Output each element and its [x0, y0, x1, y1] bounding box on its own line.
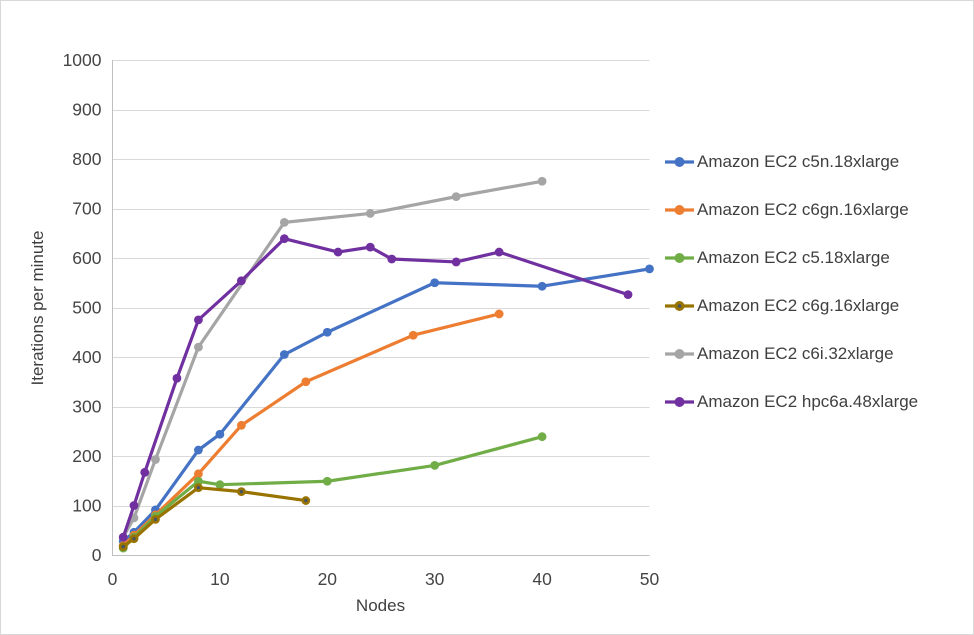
series-marker: [279, 234, 289, 244]
x-tick-label: 40: [532, 569, 552, 589]
legend-label: Amazon EC2 c5n.18xlarge: [697, 152, 900, 171]
series-marker: [194, 469, 203, 479]
legend-series-glyph: [665, 157, 694, 167]
y-tick-label: 900: [72, 100, 101, 120]
series-marker: [236, 420, 246, 430]
series-marker-dot: [121, 544, 125, 549]
x-tick-label: 30: [425, 569, 445, 589]
legend-item: Amazon EC2 c5n.18xlarge: [664, 138, 918, 186]
legend-label: Amazon EC2 c6g.16xlarge: [697, 296, 900, 315]
y-tick-label: 0: [92, 545, 102, 565]
series-line: [121, 267, 652, 543]
series-marker: [537, 176, 547, 186]
series-marker: [430, 278, 440, 288]
legend-label: Amazon EC2 hpc6a.48xlarge: [697, 392, 919, 411]
legend-series-glyph: [665, 253, 694, 263]
series-marker-dot: [239, 489, 244, 494]
series-marker: [333, 247, 343, 257]
legend-label: Amazon EC2 c5.18xlarge: [697, 248, 890, 267]
series-marker: [140, 467, 150, 477]
series-marker: [151, 455, 160, 464]
legend-label: Amazon EC2 c6gn.16xlarge: [697, 200, 909, 219]
legend-label: Amazon EC2 c6i.32xlarge: [697, 344, 894, 363]
series-marker: [194, 315, 203, 325]
series-marker: [118, 532, 128, 542]
series-marker: [194, 342, 203, 352]
series-marker: [215, 480, 225, 490]
y-tick-label: 400: [72, 347, 101, 367]
series-line: [121, 435, 544, 550]
series-marker: [194, 476, 203, 486]
series-marker: [322, 327, 332, 337]
series-marker: [623, 290, 633, 300]
x-tick-label: 0: [108, 569, 118, 589]
y-tick-label: 700: [72, 199, 101, 219]
y-tick-label: 600: [72, 248, 101, 268]
x-tick-label: 10: [210, 569, 230, 589]
series-marker: [129, 501, 139, 510]
y-tick-label: 100: [72, 496, 101, 516]
series-marker: [537, 281, 547, 291]
y-tick-label: 800: [72, 149, 101, 169]
x-tick-label: 50: [640, 569, 660, 589]
series-marker: [322, 476, 332, 486]
series-marker: [215, 429, 225, 439]
series-marker-dot: [196, 485, 201, 490]
y-tick-label: 200: [72, 446, 101, 466]
legend-item: Amazon EC2 c5.18xlarge: [664, 234, 918, 282]
legend-series-glyph: [665, 205, 694, 215]
series-marker-dot: [132, 536, 136, 541]
series-line: [121, 312, 501, 548]
series-marker: [451, 257, 461, 267]
y-tick-label: 300: [72, 397, 101, 417]
series-marker: [408, 330, 418, 340]
y-axis-title: Iterations per minute: [28, 230, 47, 386]
y-tick-label: 500: [72, 298, 101, 318]
x-axis-title: Nodes: [355, 596, 406, 615]
legend-item: Amazon EC2 hpc6a.48xlarge: [664, 378, 918, 426]
legend-series-glyph: [665, 301, 694, 311]
series-marker: [494, 247, 504, 257]
series-marker: [279, 350, 289, 359]
series-marker: [279, 217, 289, 227]
y-tick-label: 1000: [63, 50, 102, 70]
legend: Amazon EC2 c5n.18xlarge Amazon EC2 c6gn.1…: [664, 138, 918, 426]
series-marker: [494, 309, 504, 319]
series-marker: [236, 276, 246, 286]
legend-series-glyph: [665, 397, 694, 407]
x-tick-label: 20: [318, 569, 338, 589]
series-marker: [365, 242, 375, 252]
series-marker: [430, 461, 440, 470]
series-marker: [645, 264, 654, 274]
legend-series-glyph: [665, 349, 694, 359]
legend-item: Amazon EC2 c6g.16xlarge: [664, 282, 918, 330]
series-marker: [365, 209, 375, 218]
series-marker: [451, 192, 461, 202]
series-marker: [172, 373, 182, 383]
series-marker: [301, 377, 311, 387]
series-marker-dot: [304, 498, 308, 503]
series-marker: [537, 432, 547, 442]
series-marker-dot: [153, 517, 158, 522]
series-marker: [387, 254, 397, 264]
series-marker: [194, 445, 203, 455]
legend-item: Amazon EC2 c6i.32xlarge: [664, 330, 918, 378]
legend-item: Amazon EC2 c6gn.16xlarge: [664, 186, 918, 234]
